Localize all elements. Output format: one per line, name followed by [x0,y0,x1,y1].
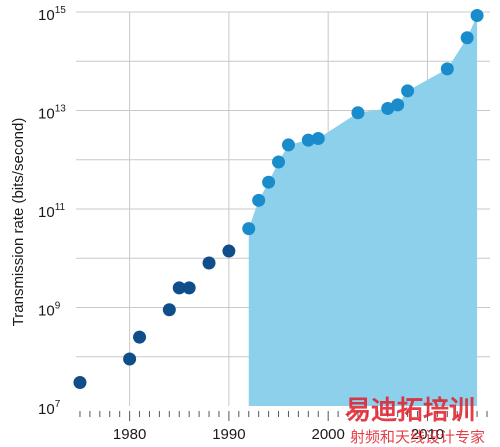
data-point [311,132,325,146]
data-point [281,138,295,152]
y-axis-title: Transmission rate (bits/second) [10,118,27,327]
watermark-main: 易迪拓培训 [345,396,475,426]
data-point [162,303,176,317]
data-point [133,330,147,344]
watermark-sub: 射频和天线设计专家 [350,428,485,446]
data-point [262,175,276,189]
watermark: 易迪拓培训 射频和天线设计专家 [345,396,485,446]
x-tick-label: 1990 [212,426,245,443]
data-point [252,193,266,207]
x-tick-label: 2010 [411,426,444,443]
y-tick-label: 1015 [38,5,66,24]
data-point [242,222,256,236]
data-point [440,62,454,76]
data-point [470,8,484,22]
data-point [401,84,415,98]
x-tick-labels: 1980 1990 2000 2010 [113,426,444,443]
data-point [272,155,286,169]
data-point [172,281,186,295]
y-tick-label: 107 [38,399,61,418]
data-point [351,106,365,120]
y-tick-label: 1011 [38,202,66,221]
x-tick-label: 2000 [311,426,344,443]
data-point [202,256,216,270]
data-point [73,376,87,390]
data-point [381,101,395,115]
data-point [391,98,405,112]
data-point [460,31,474,45]
data-point [182,281,196,295]
y-tick-label: 109 [38,301,61,320]
data-point [222,244,236,258]
x-tick-label: 1980 [113,426,146,443]
x-axis-ticks [79,411,488,421]
y-tick-label: 1013 [38,104,66,123]
data-point [301,133,315,147]
data-point [123,352,137,366]
data-points [73,8,484,390]
area-fill [248,15,478,407]
y-tick-labels: 107 109 1011 1013 1015 [38,5,66,418]
